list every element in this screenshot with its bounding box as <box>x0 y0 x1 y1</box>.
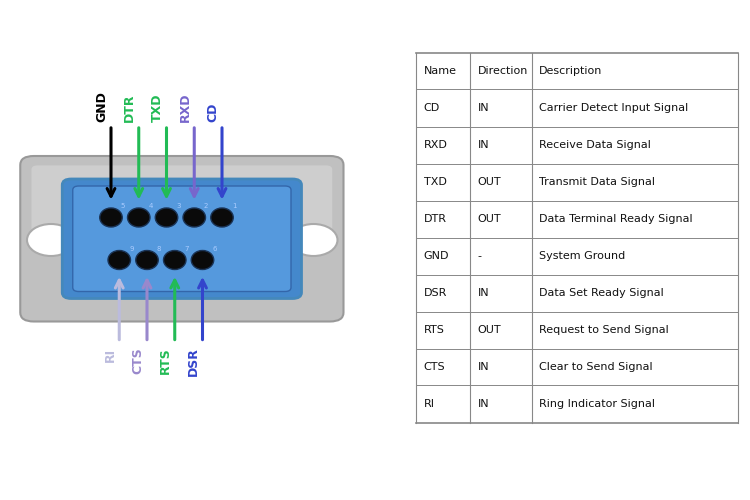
Text: 1: 1 <box>232 204 236 210</box>
Text: 4: 4 <box>148 204 153 210</box>
Text: 5: 5 <box>121 204 125 210</box>
Circle shape <box>27 224 75 256</box>
Text: 2: 2 <box>204 204 209 210</box>
Text: CD: CD <box>206 103 220 122</box>
Text: GND: GND <box>424 251 449 261</box>
Text: DSR: DSR <box>424 288 447 298</box>
Text: Name: Name <box>424 66 457 76</box>
Text: RTS: RTS <box>159 348 172 374</box>
Text: Data Set Ready Signal: Data Set Ready Signal <box>539 288 664 298</box>
Text: CTS: CTS <box>424 362 445 372</box>
Ellipse shape <box>136 250 158 270</box>
Text: RXD: RXD <box>178 93 192 122</box>
Text: IN: IN <box>478 140 489 150</box>
Text: CD: CD <box>424 103 440 113</box>
Text: Ring Indicator Signal: Ring Indicator Signal <box>539 399 656 409</box>
Text: Transmit Data Signal: Transmit Data Signal <box>539 177 656 187</box>
Text: DSR: DSR <box>187 348 200 376</box>
Text: OUT: OUT <box>478 214 501 224</box>
Text: OUT: OUT <box>478 325 501 335</box>
Text: IN: IN <box>478 288 489 298</box>
Circle shape <box>290 224 338 256</box>
Text: TXD: TXD <box>424 177 447 187</box>
Text: IN: IN <box>478 399 489 409</box>
FancyBboxPatch shape <box>62 179 302 298</box>
Text: CTS: CTS <box>131 348 145 374</box>
Text: -: - <box>478 251 482 261</box>
FancyBboxPatch shape <box>32 166 332 236</box>
Text: Request to Send Signal: Request to Send Signal <box>539 325 669 335</box>
Text: OUT: OUT <box>478 177 501 187</box>
Text: DTR: DTR <box>424 214 447 224</box>
Text: 8: 8 <box>157 246 161 252</box>
Text: 6: 6 <box>212 246 217 252</box>
Text: RTS: RTS <box>424 325 445 335</box>
Text: Data Terminal Ready Signal: Data Terminal Ready Signal <box>539 214 693 224</box>
Text: DTR: DTR <box>123 94 136 122</box>
FancyBboxPatch shape <box>20 156 344 322</box>
Text: IN: IN <box>478 362 489 372</box>
Ellipse shape <box>108 250 130 270</box>
Text: 9: 9 <box>129 246 134 252</box>
Ellipse shape <box>164 250 186 270</box>
Text: TXD: TXD <box>151 94 164 122</box>
Text: RXD: RXD <box>424 140 448 150</box>
Text: Direction: Direction <box>478 66 528 76</box>
Text: 3: 3 <box>176 204 181 210</box>
Text: Clear to Send Signal: Clear to Send Signal <box>539 362 652 372</box>
Ellipse shape <box>183 208 206 227</box>
Ellipse shape <box>155 208 178 227</box>
Ellipse shape <box>211 208 233 227</box>
Text: RI: RI <box>104 348 117 362</box>
Text: IN: IN <box>478 103 489 113</box>
Text: 7: 7 <box>184 246 189 252</box>
Text: Carrier Detect Input Signal: Carrier Detect Input Signal <box>539 103 688 113</box>
Text: System Ground: System Ground <box>539 251 626 261</box>
FancyBboxPatch shape <box>73 186 291 292</box>
Ellipse shape <box>100 208 122 227</box>
Text: RI: RI <box>424 399 435 409</box>
Text: GND: GND <box>95 92 109 122</box>
Ellipse shape <box>128 208 150 227</box>
Text: Receive Data Signal: Receive Data Signal <box>539 140 651 150</box>
Ellipse shape <box>191 250 214 270</box>
Text: Description: Description <box>539 66 603 76</box>
